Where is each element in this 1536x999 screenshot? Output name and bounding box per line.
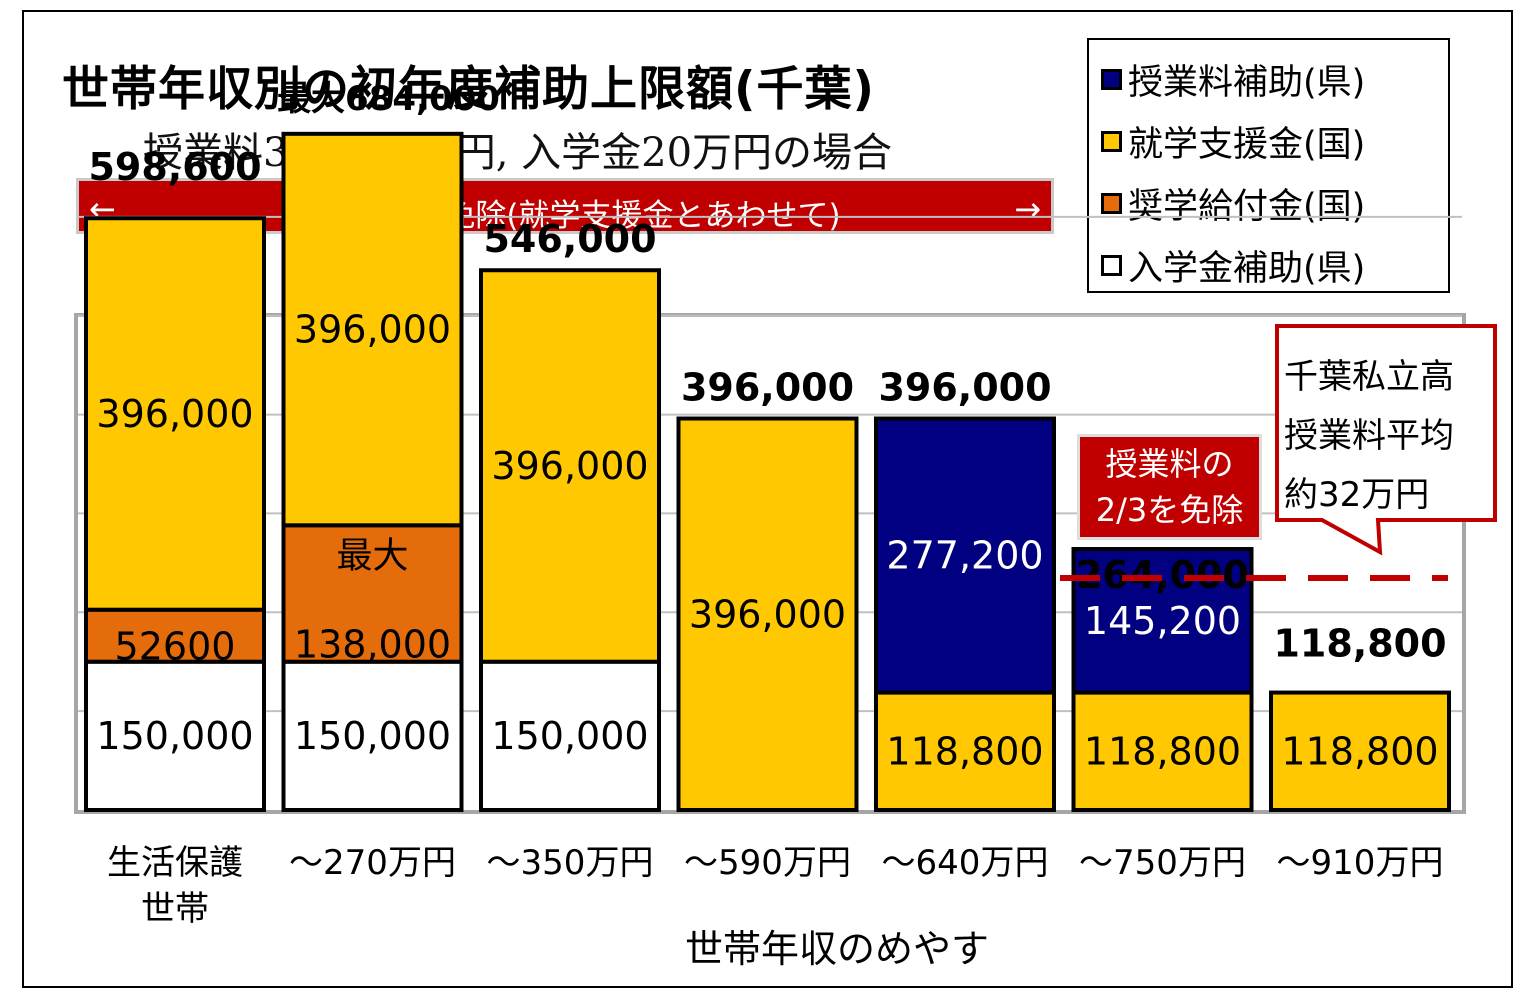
bar-segment [479,659,661,813]
annotation-line-2: 授業料平均 [1284,416,1454,456]
total-value-label: 396,000 [878,366,1051,410]
legend-swatch [1101,193,1122,214]
bar-segment [84,216,266,612]
legend-swatch [1101,255,1122,276]
bar-segment [281,131,464,528]
callout-line-2: 2/3を免除 [1095,491,1244,529]
x-tick-line-1: 生活保護 [107,843,243,883]
x-tick-label: ～270万円 [273,840,473,886]
legend-item-national-scholarship: 奨学給付金(国) [1101,178,1365,229]
segment-note-label: 最大 [336,535,408,576]
bar-segment [281,659,464,813]
x-tick-line-1: ～750万円 [1079,843,1246,883]
x-tick-label: 生活保護 世帯 [75,840,275,932]
total-value-label: 598,600 [88,145,261,189]
legend-label: 就学支援金(国) [1128,125,1366,165]
bar-segment [281,523,464,664]
x-axis-title: 世帯年収のめやす [685,927,990,971]
segment-value-label: 118,800 [1084,729,1241,773]
annotation-line-1: 千葉私立高 [1284,357,1454,397]
x-tick-label: ～350万円 [470,840,670,886]
x-tick-line-1: ～270万円 [289,843,456,883]
bar-segment [874,416,1056,695]
callout-border [1275,324,1497,556]
segment-value-label: 145,200 [1084,599,1241,643]
chart-frame [22,10,1513,988]
x-tick-label: ～590万円 [668,840,868,886]
legend-swatch [1101,131,1122,152]
legend-item-pref-tuition: 授業料補助(県) [1101,54,1365,105]
segment-value-label: 396,000 [294,308,451,352]
legend-label: 入学金補助(県) [1128,249,1366,289]
total-value-label: 最大684,000 [277,79,500,119]
x-tick-label: ～910万円 [1260,840,1460,886]
average-tuition-annotation-text: 千葉私立高 授業料平均 約32万円 [1284,348,1454,525]
bar-segment [676,416,859,812]
bar-segment [84,607,266,664]
legend-item-national-support: 就学支援金(国) [1101,116,1365,167]
segment-value-label: 396,000 [689,592,846,636]
x-tick-line-1: ～640万円 [881,843,1049,883]
total-value-label: 118,800 [1273,622,1446,666]
legend-label: 奨学給付金(国) [1128,187,1366,227]
segment-value-label: 150,000 [491,714,648,758]
x-tick-line-1: ～910万円 [1276,843,1444,883]
two-thirds-exemption-callout: 授業料の 2/3を免除 [1077,434,1262,540]
segment-value-label: 118,800 [886,729,1043,773]
chart-subtitle: 授業料39万6000円, 入学金20万円の場合 [143,130,893,176]
annotation-line-3: 約32万円 [1284,475,1430,515]
bars [84,131,1451,813]
segment-labels: 150,000 52600 396,000 150,000 138,000 最大 396,0… [96,308,1438,774]
segment-value-label: 396,000 [96,392,253,436]
bar-segment [1269,690,1451,813]
callout-line-1: 授業料の [1105,445,1234,483]
right-arrow-icon: → [1014,190,1041,228]
x-tick-label: ～640万円 [865,840,1065,886]
total-value-label: 396,000 [681,366,854,410]
bar-segment [1071,547,1254,695]
segment-value-label: 150,000 [294,714,451,758]
segment-value-label: 52600 [115,625,236,669]
legend-label: 授業料補助(県) [1128,63,1366,103]
legend: 授業料補助(県) 就学支援金(国) 奨学給付金(国) 入学金補助(県) [1087,38,1450,293]
segment-value-label: 150,000 [96,714,253,758]
segment-value-label: 138,000 [294,623,451,667]
total-value-label: 546,000 [483,217,656,261]
annotation-callout [1275,324,1497,556]
legend-item-pref-entrance: 入学金補助(県) [1101,240,1365,291]
x-tick-line-1: ～590万円 [684,843,851,883]
chart-title: 世帯年収別の初年度補助上限額(千葉) [62,62,875,117]
segment-value-label: 277,200 [886,534,1043,578]
x-tick-label: ～750万円 [1063,840,1263,886]
x-tick-line-2: 世帯 [141,889,209,929]
x-tick-line-1: ～350万円 [486,843,654,883]
segment-value-label: 396,000 [491,444,648,488]
bar-segment [479,268,661,664]
segment-value-label: 118,800 [1281,729,1438,773]
legend-swatch [1101,69,1122,90]
